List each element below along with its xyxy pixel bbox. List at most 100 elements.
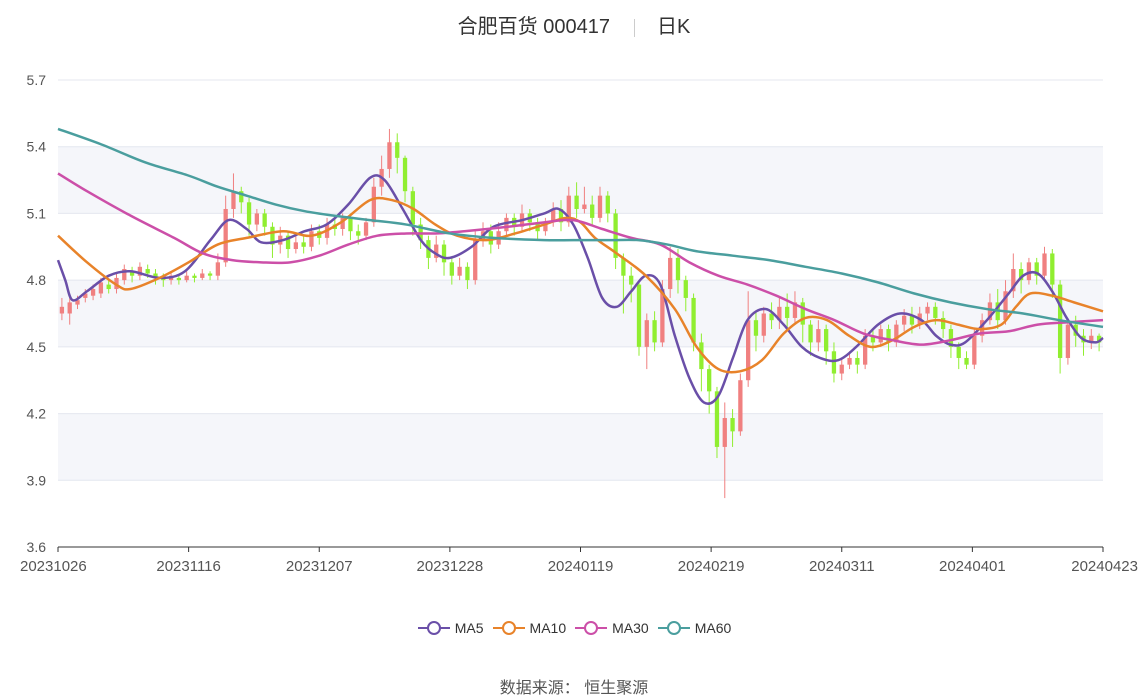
candle [925,302,930,321]
candle [894,320,899,347]
chart-title: 合肥百货 000417 日K [0,10,1148,39]
candle-body [574,195,579,209]
candle-body [153,273,158,278]
candle-body [145,269,150,274]
candle [683,275,688,312]
candle-body [753,320,759,336]
legend-label: MA30 [612,620,649,636]
candle-body [691,297,696,343]
candle [231,173,236,218]
candle-body [75,300,80,305]
candle-body [894,324,899,343]
candle-body [129,271,135,276]
x-tick-label: 20231026 [20,558,87,575]
candle-body [371,186,376,223]
candle [426,235,431,270]
candle-body [582,204,587,209]
candle [1042,246,1047,281]
candle [629,266,634,303]
candle-body [901,315,907,325]
candle-body [59,306,65,314]
legend-marker-icon [575,621,608,635]
candle-body [644,320,649,347]
candle-body [652,320,657,343]
data-source-value: 恒生聚源 [584,680,649,697]
candle-body [800,302,805,325]
candle-body [590,204,595,218]
candle-body [886,329,891,343]
candle [1011,253,1016,298]
candle [878,324,883,347]
candle [644,313,649,370]
candle [184,271,189,283]
y-tick-label: 5.1 [27,205,47,221]
candle-body [777,306,782,321]
candle-body [449,262,454,276]
candle [753,311,759,352]
candle [395,133,400,174]
candle [270,222,275,258]
candle-body [566,195,571,223]
candle-body [761,313,766,336]
candle-body [106,284,111,290]
legend-item-ma60[interactable]: MA60 [657,620,732,636]
candle [223,195,228,267]
candle-body [231,191,236,209]
candle-body [1042,253,1047,276]
data-source: 数据来源： 恒生聚源 [0,674,1148,698]
candle [699,333,704,392]
x-tick-label: 20240119 [548,558,614,575]
candle [387,128,392,178]
candle-body [246,202,252,225]
legend-item-ma5[interactable]: MA5 [417,620,484,636]
candle-body [1018,269,1024,281]
legend-label: MA60 [694,620,732,636]
candle [1026,257,1032,285]
candle [301,235,306,254]
candle-body [847,357,852,365]
candle [535,217,540,241]
candle-body [270,226,275,245]
candle-body [964,357,969,365]
legend-marker-icon [492,621,525,635]
candle-body [285,235,291,250]
candle-body [636,284,642,347]
candle [574,182,579,218]
series-line-ma5 [56,174,1104,405]
candle-body [792,302,798,318]
candle-body [940,317,946,330]
candle [597,186,603,223]
candle-body [1096,335,1102,343]
candle [816,320,821,352]
candle-body [543,222,548,232]
candle-body [356,231,361,236]
candle [67,295,72,325]
candle-body [402,157,408,192]
candle-body [122,269,127,281]
legend-item-ma30[interactable]: MA30 [574,620,649,636]
series-line-ma10 [57,196,1104,374]
candle [558,200,564,232]
candle-body [722,418,727,447]
chart-title-stock: 合肥百货 000417 [457,16,610,38]
candle [363,217,369,241]
x-tick-label: 20231228 [417,558,484,575]
x-axis: 20231026 20231116 20231207 20231228 20240119… [20,546,1138,575]
candle-body [785,306,790,318]
candle [176,275,182,285]
y-tick-label: 4.2 [27,406,47,422]
y-tick-label: 4.8 [27,272,47,288]
candle-body [90,289,96,296]
y-axis: 5.7 5.4 5.1 4.8 4.5 4.2 3.9 3.6 [27,72,47,555]
candle [1057,280,1063,374]
candle-body [660,289,665,343]
ma-lines [56,127,1104,405]
candle-body [239,191,244,203]
candle-body [738,380,743,432]
candle-body [714,391,720,447]
candle-body [824,329,829,352]
candle-body [1026,262,1032,281]
candle-body [730,418,735,432]
legend-item-ma10[interactable]: MA10 [492,620,566,636]
candle [293,235,298,254]
